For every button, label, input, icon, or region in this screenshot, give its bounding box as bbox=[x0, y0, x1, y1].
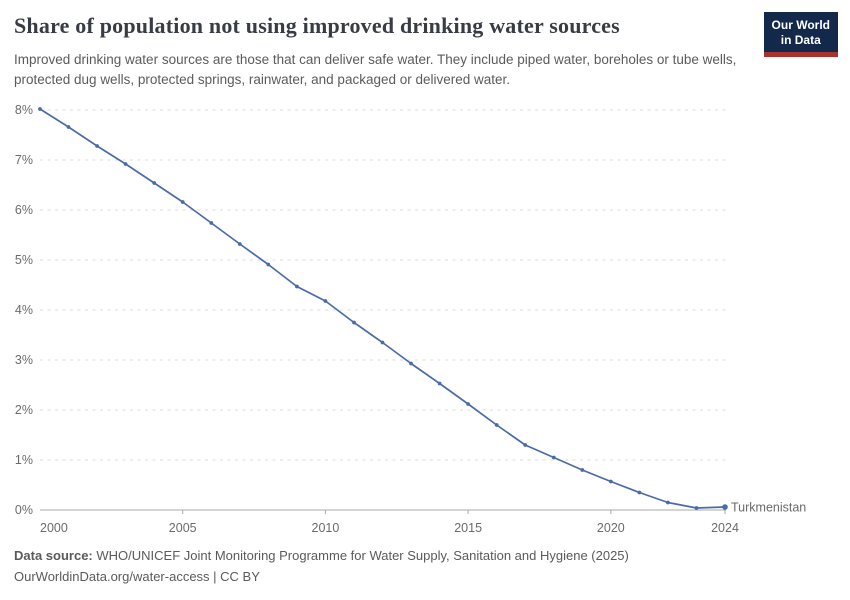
data-point bbox=[180, 200, 185, 204]
data-point bbox=[608, 479, 613, 484]
x-axis-label: 2000 bbox=[40, 521, 68, 535]
data-point bbox=[523, 443, 528, 447]
data-point bbox=[580, 468, 585, 472]
data-source-line: Data source: WHO/UNICEF Joint Monitoring… bbox=[14, 545, 629, 566]
chart-footer: Data source: WHO/UNICEF Joint Monitoring… bbox=[14, 545, 629, 587]
y-axis-label: 1% bbox=[15, 453, 33, 467]
owid-logo-line2: in Data bbox=[780, 33, 821, 47]
data-point bbox=[466, 402, 470, 406]
data-point bbox=[209, 221, 214, 225]
data-point bbox=[494, 423, 499, 427]
y-axis-label: 8% bbox=[15, 103, 33, 117]
y-axis-label: 7% bbox=[15, 153, 33, 167]
x-axis-label: 2015 bbox=[454, 521, 482, 535]
data-point bbox=[123, 162, 128, 166]
x-axis-label: 2010 bbox=[312, 521, 340, 535]
data-source-text: WHO/UNICEF Joint Monitoring Programme fo… bbox=[96, 548, 629, 563]
series-label-turkmenistan: Turkmenistan bbox=[731, 501, 806, 515]
data-point bbox=[722, 504, 728, 510]
data-point bbox=[266, 262, 271, 267]
data-point bbox=[237, 242, 242, 246]
data-point bbox=[437, 381, 442, 386]
data-point bbox=[666, 500, 670, 505]
data-point bbox=[295, 284, 299, 289]
data-point bbox=[380, 340, 385, 345]
y-axis-label: 0% bbox=[15, 503, 33, 517]
x-axis-label: 2020 bbox=[597, 521, 625, 535]
y-axis-label: 2% bbox=[15, 403, 33, 417]
data-point bbox=[95, 144, 99, 148]
y-axis-label: 6% bbox=[15, 203, 33, 217]
data-point bbox=[409, 361, 413, 366]
data-source-label: Data source: bbox=[14, 548, 93, 563]
data-point bbox=[694, 506, 699, 510]
y-axis-label: 4% bbox=[15, 303, 33, 317]
x-axis-label: 2024 bbox=[711, 521, 739, 535]
y-axis-label: 5% bbox=[15, 253, 33, 267]
chart-title: Share of population not using improved d… bbox=[14, 13, 620, 38]
data-point bbox=[38, 107, 42, 111]
x-axis-label: 2005 bbox=[169, 521, 197, 535]
data-point bbox=[152, 181, 157, 185]
data-point bbox=[352, 320, 356, 325]
series-line-turkmenistan bbox=[39, 108, 726, 509]
chart-subtitle: Improved drinking water sources are thos… bbox=[14, 52, 737, 87]
citation-line: OurWorldinData.org/water-access | CC BY bbox=[14, 569, 260, 584]
data-point bbox=[66, 125, 71, 129]
y-axis-label: 3% bbox=[15, 353, 33, 367]
data-point bbox=[637, 490, 642, 495]
owid-logo: Our World in Data bbox=[763, 12, 838, 57]
owid-logo-line1: Our World bbox=[771, 18, 830, 32]
data-point bbox=[323, 299, 328, 303]
data-point bbox=[551, 455, 556, 460]
